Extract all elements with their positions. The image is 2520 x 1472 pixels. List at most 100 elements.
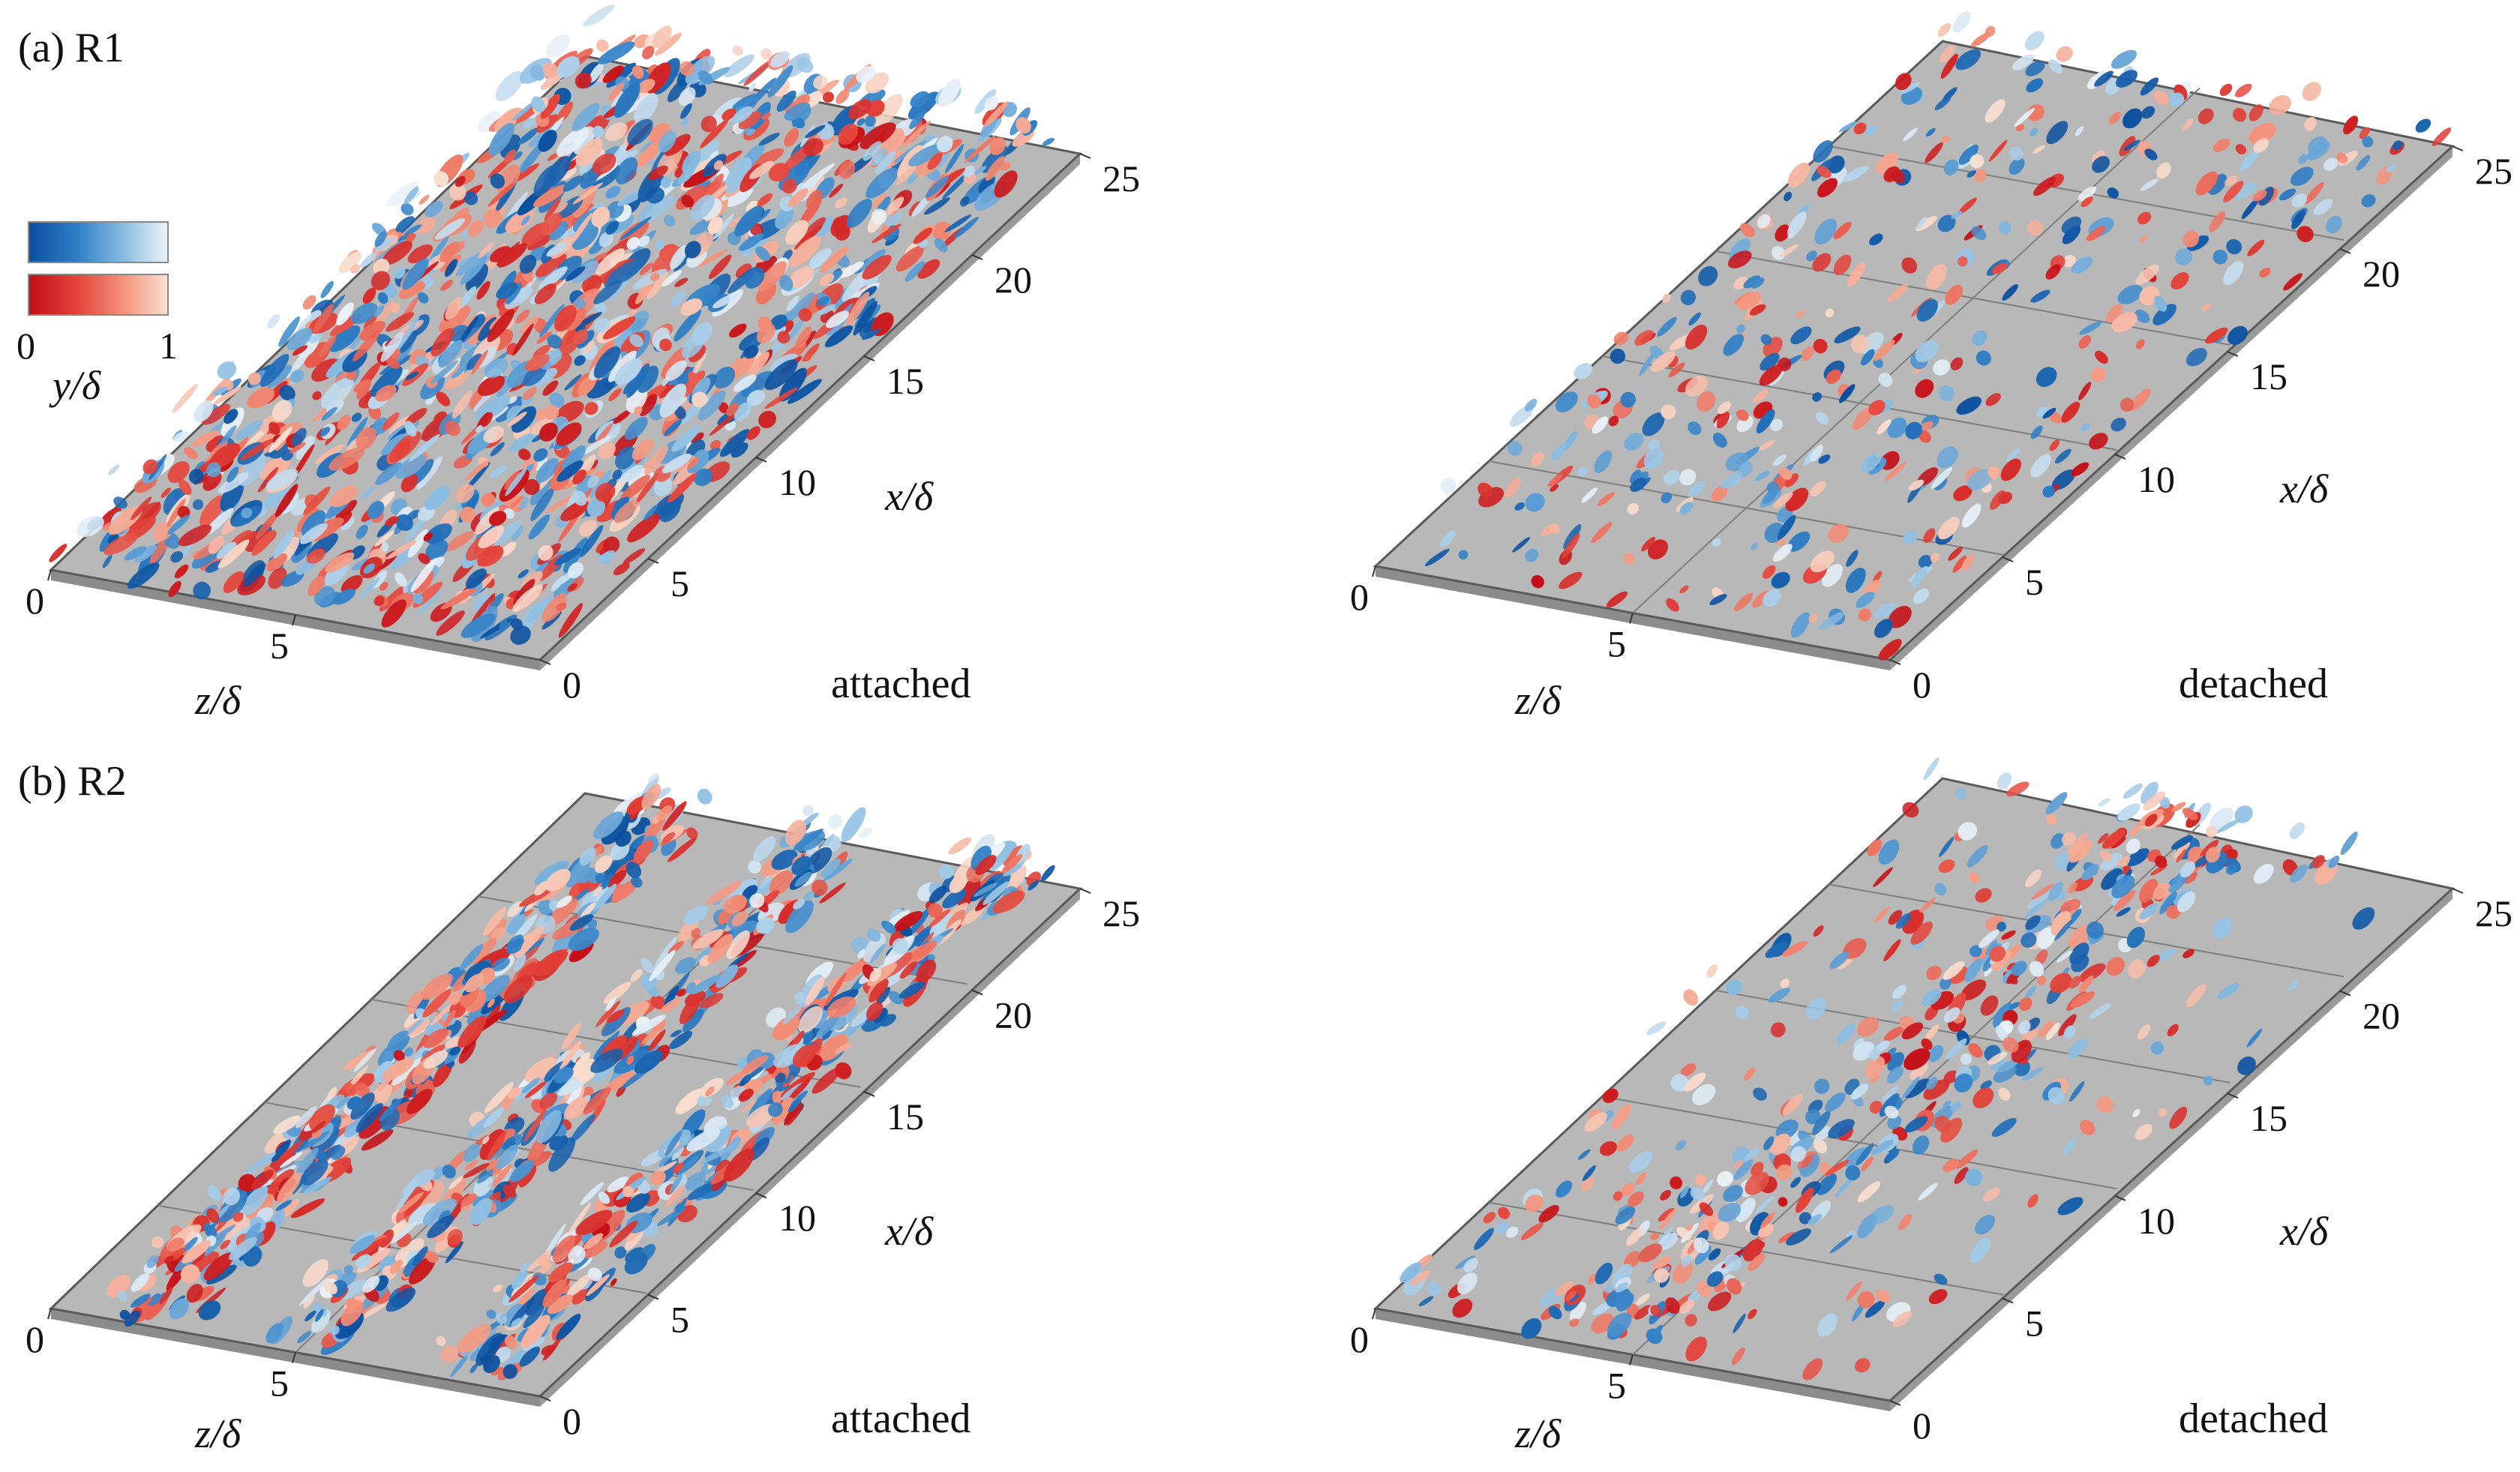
vortex-blob [556, 55, 580, 78]
vortex-blob [917, 259, 940, 279]
vortex-blob [868, 978, 889, 1003]
vortex-blob [794, 871, 812, 887]
vortex-blob [290, 1198, 326, 1219]
vortex-blob [167, 514, 190, 535]
vortex-blob [664, 214, 676, 227]
vortex-blob [2026, 104, 2044, 121]
vortex-blob [717, 1123, 728, 1130]
vortex-blob [682, 1009, 704, 1033]
vortex-blob [496, 282, 518, 299]
vortex-blob [598, 41, 635, 64]
vortex-blob [290, 369, 304, 383]
vortex-blob [1668, 362, 1685, 378]
vortex-blob [2002, 1036, 2019, 1053]
vortex-blob [644, 814, 666, 842]
vortex-blob [536, 331, 552, 344]
vortex-blob [1874, 340, 1895, 361]
floor-edge-side [540, 889, 1080, 1407]
vortex-blob [697, 788, 712, 805]
vortex-blob [400, 330, 418, 353]
vortex-blob [1910, 921, 1934, 945]
vortex-blob [556, 422, 582, 446]
vortex-blob [2074, 126, 2084, 136]
vortex-blob [671, 425, 700, 452]
vortex-blob [1951, 211, 1963, 220]
vortex-blob [380, 331, 404, 362]
vortex-blob [599, 545, 610, 556]
vortex-blob [586, 377, 616, 399]
vortex-blob [552, 1235, 576, 1262]
vortex-blob [206, 1264, 237, 1285]
vortex-blob [2139, 903, 2158, 920]
vortex-blob [660, 997, 682, 1013]
vortex-blob [1867, 839, 1882, 856]
vortex-blob [2241, 198, 2259, 220]
vortex-blob [168, 580, 182, 598]
vortex-blob [248, 372, 261, 385]
vortex-blob [1798, 1212, 1812, 1225]
vortex-blob [613, 562, 630, 576]
vortex-blob [724, 54, 754, 78]
vortex-blob [193, 581, 211, 600]
vortex-blob [1426, 1282, 1442, 1297]
vortex-blob [835, 1062, 852, 1080]
vortex-blob [1829, 951, 1850, 970]
vortex-blob [1635, 1294, 1650, 1306]
vortex-blob [615, 157, 638, 184]
vortex-blob [1507, 441, 1522, 457]
vortex-blob [804, 124, 826, 139]
vortex-blob [304, 1310, 316, 1322]
vortex-blob [460, 316, 478, 343]
vortex-blob [862, 934, 886, 963]
floor-edge-side [1890, 889, 2452, 1411]
vortex-blob [1939, 977, 1952, 990]
vortex-blob [2054, 448, 2072, 464]
vortex-blob [913, 227, 933, 244]
vortex-blob [259, 456, 291, 480]
vortex-blob [2308, 136, 2328, 155]
vortex-blob [1688, 1290, 1702, 1303]
vortex-blob [2027, 890, 2051, 909]
vortex-blob [1736, 409, 1749, 421]
vortex-blob [1868, 400, 1886, 415]
vortex-blob [1786, 211, 1807, 237]
vortex-blob [511, 525, 524, 541]
vortex-blob [899, 961, 918, 979]
vortex-blob [2062, 1138, 2077, 1155]
vortex-blob [669, 1174, 682, 1194]
vortex-blob [422, 989, 452, 1018]
vortex-blob [1918, 1183, 1938, 1201]
vortex-blob [280, 1152, 303, 1168]
vortex-blob [374, 304, 385, 318]
vortex-blob [1825, 1159, 1850, 1177]
vortex-blob [416, 456, 442, 490]
vortex-blob [566, 1086, 582, 1109]
vortex-blob [604, 1071, 635, 1093]
vortex-blob [2248, 123, 2276, 144]
vortex-blob [1778, 467, 1792, 480]
vortex-blob [375, 462, 402, 485]
vortex-blob [346, 1065, 369, 1090]
vortex-blob [2227, 325, 2248, 345]
vortex-blob [226, 466, 239, 483]
vortex-blob [683, 905, 709, 925]
vortex-blob [1770, 1133, 1791, 1156]
vortex-blob [602, 65, 624, 83]
vortex-blob [1961, 554, 1975, 571]
vortex-blob [198, 1300, 221, 1321]
vortex-blob [798, 307, 812, 322]
vortex-blob [1923, 1079, 1950, 1100]
vortex-blob [319, 334, 337, 358]
vortex-blob [679, 61, 694, 76]
vortex-blob [944, 214, 972, 232]
vortex-blob [1953, 485, 1972, 502]
vortex-blob [544, 197, 562, 221]
vortex-blob [490, 1366, 504, 1376]
vortex-blob [688, 457, 700, 469]
vortex-blob [1989, 946, 2006, 962]
vortex-blob [1699, 1202, 1714, 1216]
x-tick-label: 20 [994, 994, 1032, 1036]
vortex-blob [108, 464, 120, 475]
vortex-blob [622, 548, 646, 565]
